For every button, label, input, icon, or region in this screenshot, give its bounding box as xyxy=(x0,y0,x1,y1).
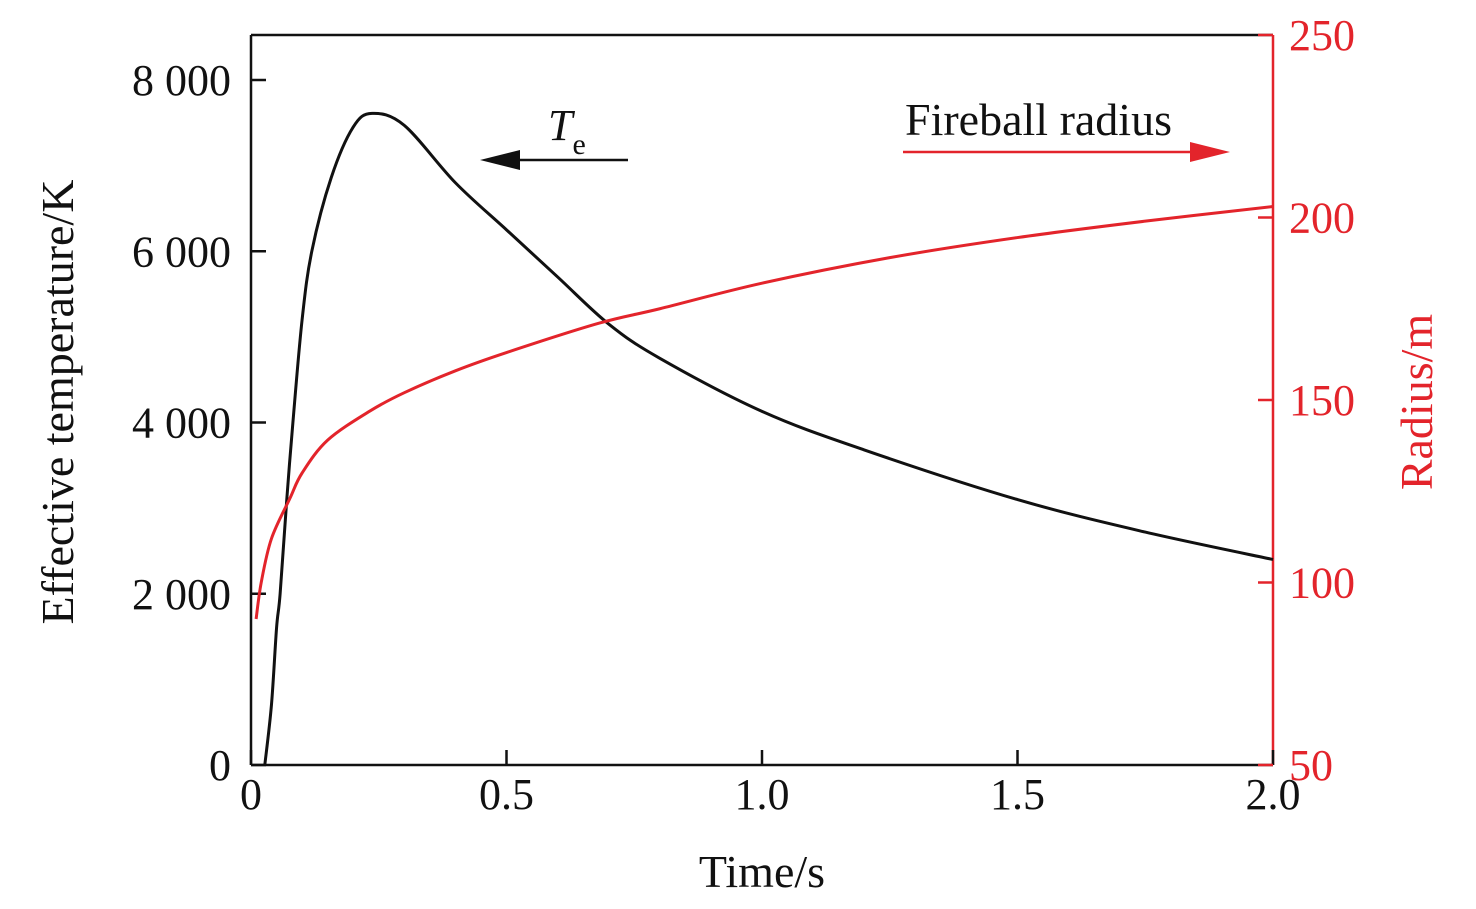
x-tick-label: 1.0 xyxy=(735,770,790,819)
x-axis-label: Time/s xyxy=(699,846,825,897)
temperature-line xyxy=(263,111,1274,766)
x-tick-label: 1.5 xyxy=(990,770,1045,819)
x-tick-label: 2.0 xyxy=(1246,770,1301,819)
radius-annotation: Fireball radius xyxy=(903,94,1230,162)
radius-arrow-head xyxy=(1190,142,1230,162)
radius-label: Fireball radius xyxy=(905,94,1172,145)
te-arrow-head xyxy=(480,150,520,170)
y-tick-label: 8 000 xyxy=(132,56,231,105)
y2-tick-label: 100 xyxy=(1289,559,1355,608)
ticks: 0 0.5 1.0 1.5 2.0 0 2 000 4 000 6 000 8 000 50 100 1… xyxy=(132,11,1355,819)
y2-tick-label: 250 xyxy=(1289,11,1355,60)
te-subscript: e xyxy=(572,128,585,161)
te-annotation: Te xyxy=(480,101,628,170)
y-axis-label: Effective temperature/K xyxy=(32,180,83,625)
x-tick-label: 0.5 xyxy=(479,770,534,819)
series xyxy=(254,111,1274,766)
y-tick-label: 2 000 xyxy=(132,570,231,619)
te-symbol: T xyxy=(548,101,576,150)
y-tick-label: 0 xyxy=(209,741,231,790)
svg-text:Te: Te xyxy=(548,101,586,161)
radius-line xyxy=(254,205,1274,620)
y-tick-label: 4 000 xyxy=(132,399,231,448)
y2-tick-label: 150 xyxy=(1289,376,1355,425)
y2-axis-label: Radius/m xyxy=(1391,314,1442,491)
y2-tick-label: 200 xyxy=(1289,194,1355,243)
y-tick-label: 6 000 xyxy=(132,227,231,276)
y2-tick-label: 50 xyxy=(1289,741,1333,790)
x-tick-label: 0 xyxy=(240,770,262,819)
